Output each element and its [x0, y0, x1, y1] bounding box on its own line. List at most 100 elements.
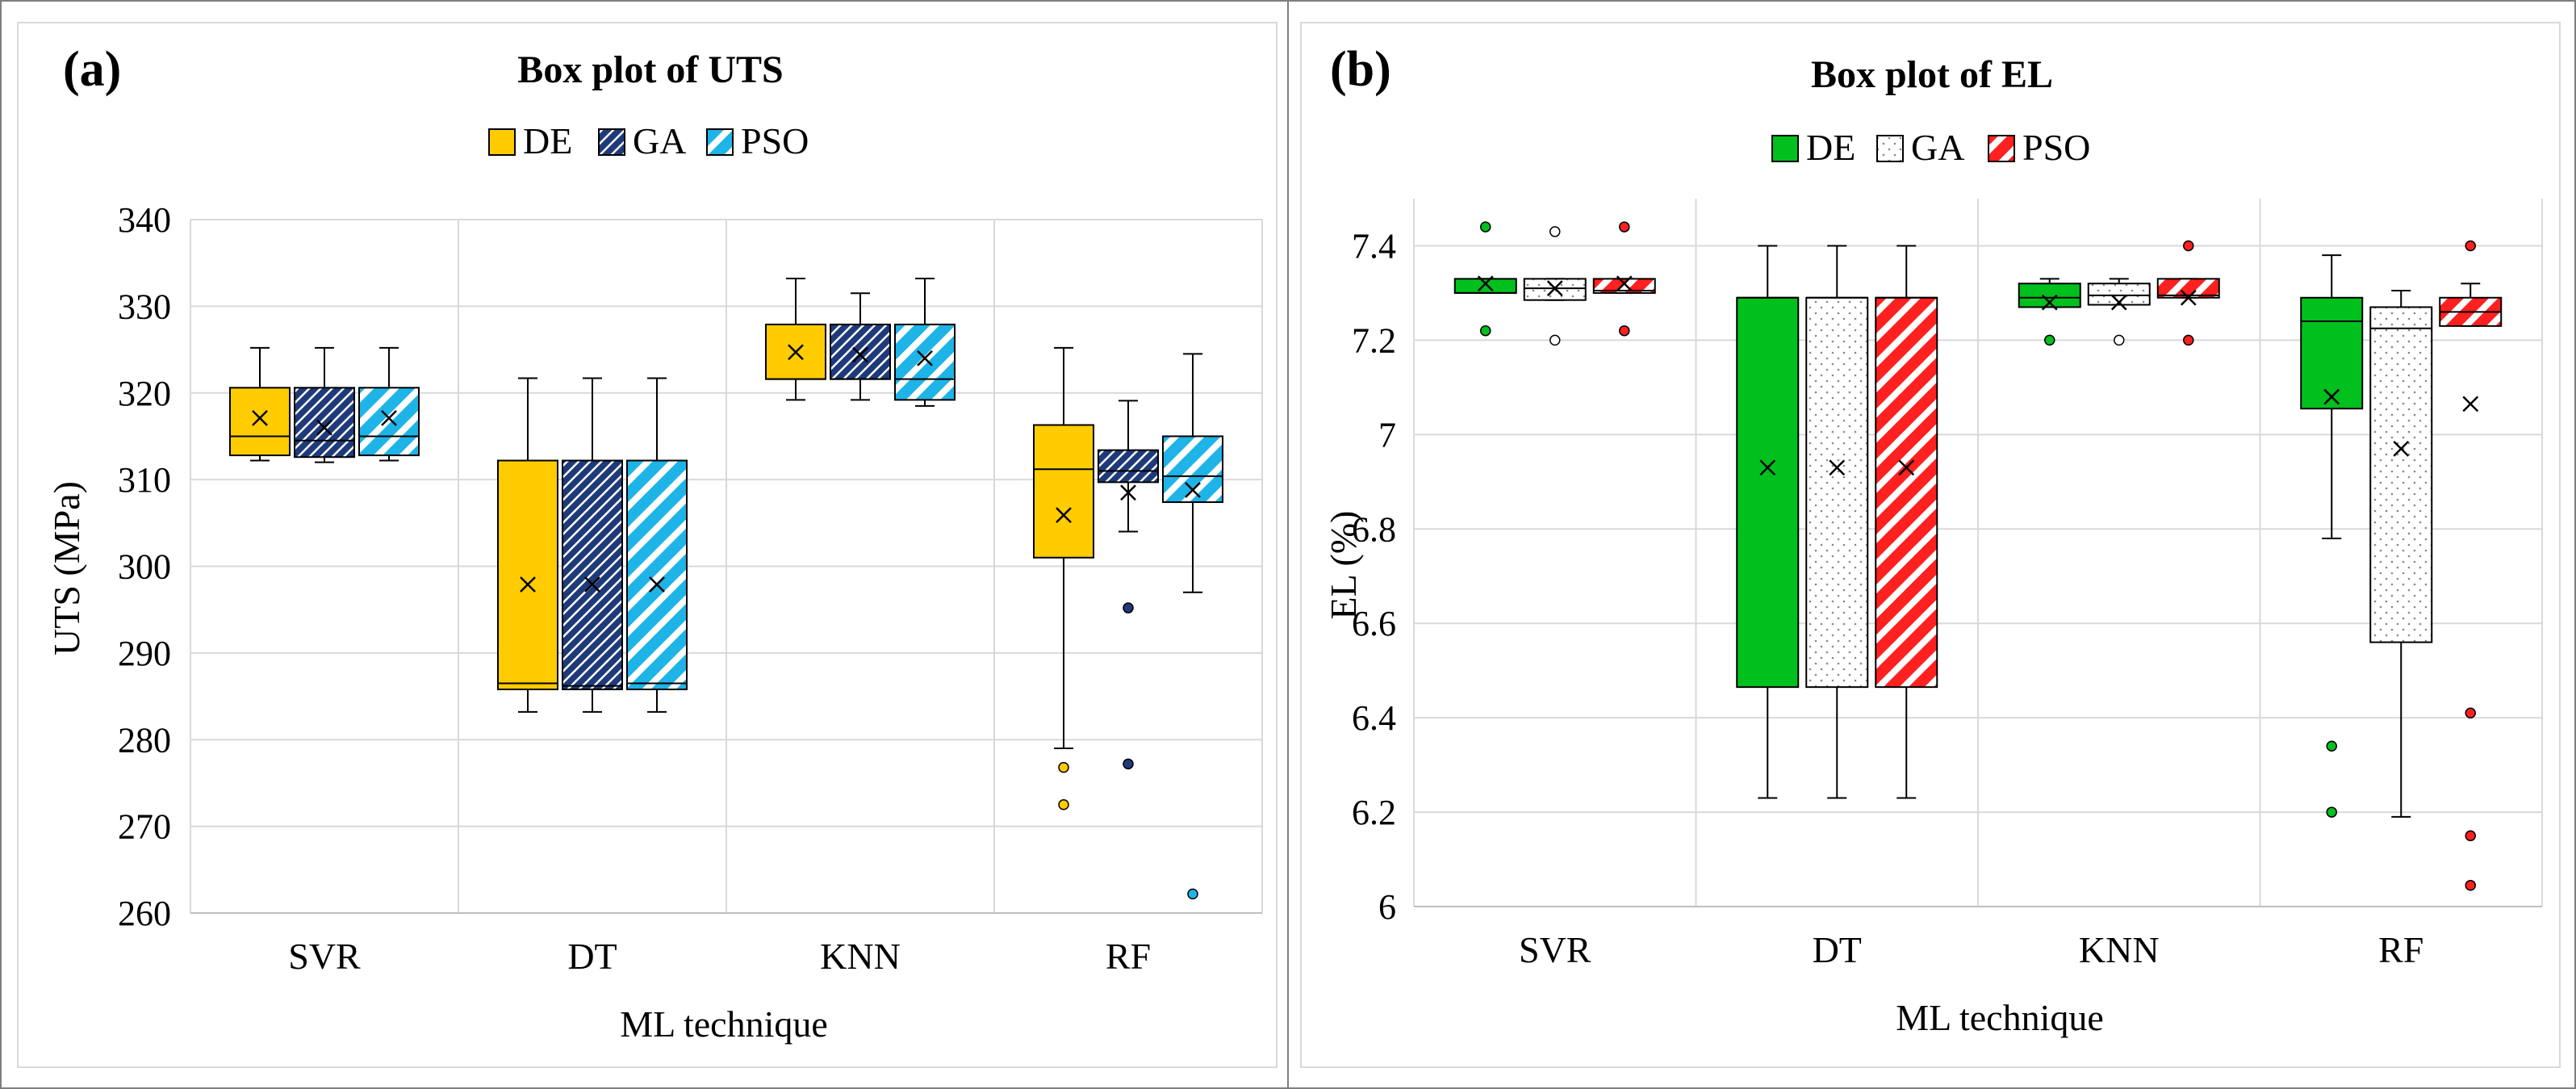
- mean-marker: [381, 410, 397, 426]
- panel-a: (a) Box plot of UTS DE GA PSO 260 270 280 290…: [17, 22, 1278, 1068]
- outlier-point: [1619, 325, 1630, 337]
- outlier-point: [1187, 888, 1198, 900]
- panel-a-frame: [17, 22, 1278, 1068]
- mean-marker: [852, 346, 868, 363]
- outlier-point: [2326, 806, 2337, 818]
- box-de-rf: [1033, 346, 1094, 810]
- box-iqr: [358, 387, 420, 457]
- y-tick-label: 6.2: [1352, 793, 1396, 832]
- panel-a-y-axis-title: UTS (MPa): [46, 481, 87, 655]
- mean-marker: [2180, 289, 2197, 306]
- outlier-point: [2465, 240, 2476, 252]
- legend-item-ga: GA: [1876, 127, 1964, 168]
- outlier-point: [2465, 707, 2476, 719]
- outlier-point: [1058, 761, 1069, 773]
- box-iqr: [1453, 278, 1517, 294]
- mean-marker: [2462, 396, 2479, 413]
- y-tick-label: 7.2: [1352, 320, 1396, 360]
- box-de-knn: [765, 278, 826, 401]
- outlier-point: [1549, 334, 1561, 346]
- box-iqr: [1736, 296, 1800, 689]
- panel-b-plot-area: 6 6.2 6.4 6.6 6.8 7 7.2 7.4 SVR DT KNN RF: [1352, 199, 2543, 970]
- mean-marker: [252, 410, 268, 426]
- panel-a-legend: DE GA PSO: [488, 120, 809, 161]
- mean-marker: [584, 576, 600, 593]
- legend-item-pso: PSO: [706, 120, 809, 161]
- y-tick-label: 280: [118, 720, 171, 760]
- box-de-svr: [229, 346, 291, 462]
- mean-marker: [1546, 280, 1563, 296]
- box-iqr: [1033, 424, 1094, 559]
- outlier-point: [1549, 226, 1561, 237]
- outlier-point: [2183, 240, 2194, 252]
- y-tick-label: 340: [118, 200, 171, 240]
- panel-a-label: (a): [63, 42, 121, 97]
- box-ga-knn: [830, 292, 891, 401]
- outlier-point: [1480, 221, 1491, 232]
- box-iqr: [1162, 435, 1223, 504]
- legend-swatch: [706, 128, 734, 156]
- outlier-point: [1123, 602, 1134, 614]
- box-pso-knn: [2156, 240, 2220, 346]
- y-tick-label: 330: [118, 287, 171, 326]
- outlier-point: [2465, 830, 2476, 842]
- box-pso-svr: [1592, 221, 1656, 337]
- y-tick-label: 270: [118, 807, 171, 847]
- legend-swatch: [598, 128, 625, 156]
- mean-marker: [917, 350, 933, 366]
- panel-b-frame: [1300, 22, 2561, 1068]
- panel-b-y-axis-title: EL (%): [1323, 511, 1364, 620]
- outlier-point: [2465, 879, 2476, 891]
- legend-label: GA: [1911, 127, 1964, 168]
- outlier-point: [2114, 334, 2125, 346]
- x-category-label: RF: [2378, 929, 2423, 970]
- box-pso-dt: [626, 377, 688, 713]
- panel-b: (b) Box plot of EL DE GA PSO 6 6.2 6.4 6.6 6.8…: [1300, 22, 2561, 1068]
- box-pso-rf: [2439, 240, 2503, 891]
- legend-label: PSO: [741, 120, 809, 161]
- legend-label: GA: [633, 120, 686, 161]
- box-iqr: [294, 387, 355, 459]
- box-iqr: [1875, 296, 1938, 689]
- mean-marker: [788, 344, 804, 361]
- mean-marker: [1898, 459, 1915, 476]
- legend-label: PSO: [2022, 127, 2090, 168]
- mean-marker: [1829, 459, 1846, 476]
- box-ga-svr: [294, 346, 355, 463]
- outlier-point: [1123, 758, 1134, 770]
- x-category-label: KNN: [2079, 929, 2160, 970]
- y-tick-label: 310: [118, 460, 171, 500]
- x-category-label: SVR: [288, 936, 361, 977]
- box-pso-svr: [358, 346, 420, 462]
- outlier-point: [1058, 799, 1069, 810]
- box-iqr: [894, 323, 956, 401]
- box-de-dt: [497, 377, 558, 713]
- box-ga-knn: [2087, 278, 2151, 346]
- box-iqr: [497, 459, 558, 690]
- legend-item-de: DE: [488, 120, 572, 161]
- outlier-point: [2044, 334, 2055, 346]
- box-ga-rf: [2369, 290, 2433, 818]
- box-ga-dt: [1805, 245, 1869, 799]
- mean-marker: [2110, 294, 2127, 311]
- legend-swatch: [1876, 135, 1904, 162]
- box-ga-svr: [1523, 226, 1587, 346]
- y-tick-label: 6.6: [1352, 604, 1396, 643]
- box-pso-knn: [894, 278, 956, 407]
- outlier-point: [2326, 740, 2337, 752]
- panel-a-plot-area: 260 270 280 290 300 310 320 330 340 SVR DT KNN RF: [118, 200, 1263, 977]
- box-pso-dt: [1875, 245, 1938, 799]
- mean-marker: [2041, 294, 2058, 311]
- legend-swatch: [488, 128, 516, 156]
- box-ga-rf: [1098, 400, 1159, 770]
- legend-label: DE: [1806, 127, 1855, 168]
- box-pso-rf: [1162, 353, 1223, 900]
- y-tick-label: 6.4: [1352, 698, 1396, 738]
- legend-item-de: DE: [1771, 127, 1855, 168]
- panel-b-title: Box plot of EL: [1811, 53, 2053, 96]
- legend-label: DE: [523, 120, 572, 161]
- x-category-label: KNN: [820, 936, 901, 977]
- box-iqr: [830, 323, 891, 380]
- mean-marker: [1759, 459, 1776, 476]
